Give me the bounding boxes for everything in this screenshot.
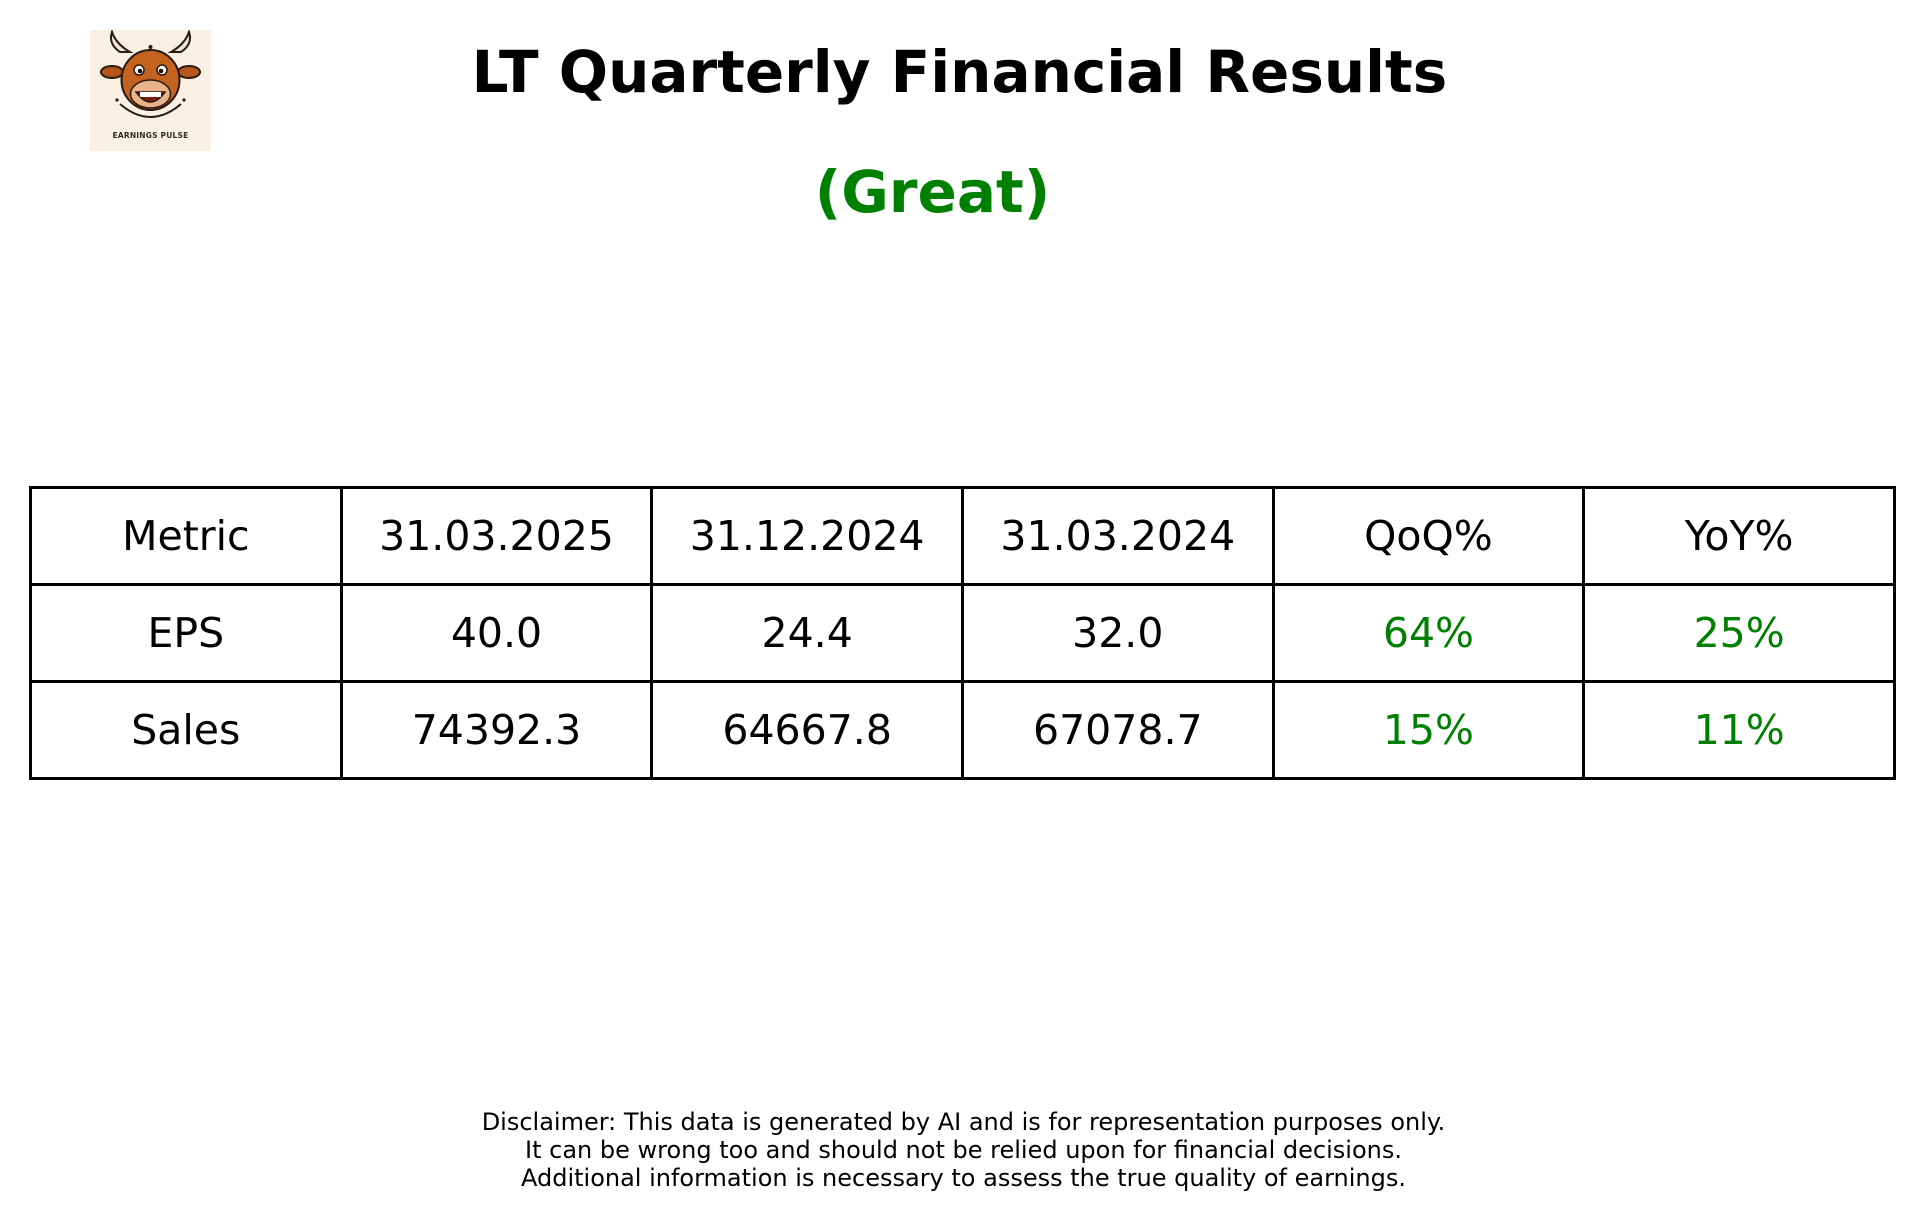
bull-mascot-icon bbox=[100, 30, 201, 118]
table-header-cell: YoY% bbox=[1582, 486, 1896, 586]
table-cell: 64667.8 bbox=[650, 680, 964, 780]
table-cell-metric: EPS bbox=[29, 583, 343, 683]
disclaimer: Disclaimer: This data is generated by AI… bbox=[0, 1108, 1919, 1192]
rating-label: (Great) bbox=[814, 158, 1051, 226]
table-header-cell: Metric bbox=[29, 486, 343, 586]
disclaimer-line: Disclaimer: This data is generated by AI… bbox=[481, 1108, 1446, 1136]
table-row: Sales 74392.3 64667.8 67078.7 15% 11% bbox=[29, 680, 1896, 780]
results-table: Metric 31.03.2025 31.12.2024 31.03.2024 … bbox=[29, 486, 1896, 780]
table-cell: 24.4 bbox=[650, 583, 964, 683]
table-header-cell: 31.12.2024 bbox=[650, 486, 964, 586]
table-header-cell: 31.03.2024 bbox=[960, 486, 1275, 586]
disclaimer-line: Additional information is necessary to a… bbox=[520, 1164, 1406, 1192]
table-cell-yoy: 11% bbox=[1582, 680, 1896, 780]
table-cell: 67078.7 bbox=[960, 680, 1275, 780]
table-cell-qoq: 15% bbox=[1271, 680, 1586, 780]
table-header-cell: QoQ% bbox=[1271, 486, 1586, 586]
table-header-cell: 31.03.2025 bbox=[339, 486, 654, 586]
table-cell-qoq: 64% bbox=[1271, 583, 1586, 683]
table-cell-yoy: 25% bbox=[1582, 583, 1896, 683]
earnings-pulse-logo: EARNINGS PULSE bbox=[90, 30, 211, 151]
table-cell: 32.0 bbox=[960, 583, 1275, 683]
table-cell: 40.0 bbox=[339, 583, 654, 683]
disclaimer-line: It can be wrong too and should not be re… bbox=[525, 1136, 1402, 1164]
table-row: EPS 40.0 24.4 32.0 64% 25% bbox=[29, 583, 1896, 683]
table-cell: 74392.3 bbox=[339, 680, 654, 780]
table-header-row: Metric 31.03.2025 31.12.2024 31.03.2024 … bbox=[29, 486, 1896, 586]
logo-text: EARNINGS PULSE bbox=[112, 131, 189, 140]
page-title: LT Quarterly Financial Results bbox=[471, 38, 1448, 106]
table-cell-metric: Sales bbox=[29, 680, 343, 780]
